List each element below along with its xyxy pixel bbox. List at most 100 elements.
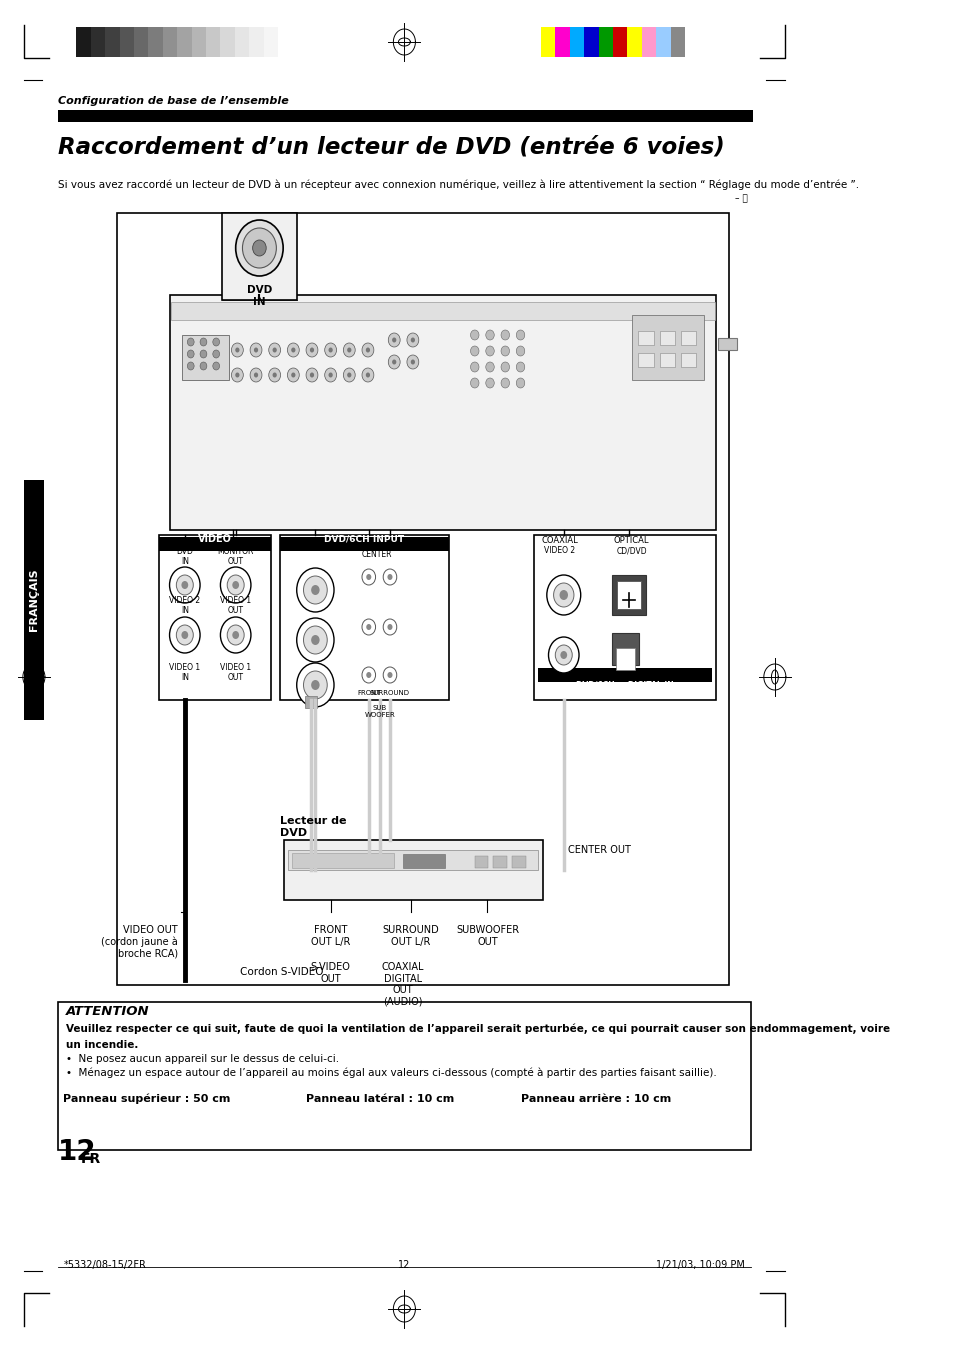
Circle shape (303, 671, 327, 698)
Circle shape (485, 378, 494, 388)
Bar (616, 648, 635, 670)
Circle shape (306, 343, 317, 357)
Circle shape (411, 359, 415, 365)
Circle shape (366, 624, 371, 630)
Text: FRONT: FRONT (356, 690, 380, 696)
Circle shape (187, 338, 194, 346)
Text: Si vous avez raccordé un lecteur de DVD à un récepteur avec connexion numérique,: Si vous avez raccordé un lecteur de DVD … (57, 180, 858, 190)
Bar (612, 27, 627, 57)
Text: ATTENTION: ATTENTION (66, 1005, 150, 1019)
Circle shape (485, 330, 494, 340)
Circle shape (232, 343, 243, 357)
Circle shape (220, 617, 251, 653)
Circle shape (392, 338, 395, 343)
Circle shape (181, 631, 188, 639)
Bar (537, 667, 711, 682)
Text: FRONT
OUT L/R: FRONT OUT L/R (311, 925, 350, 947)
Circle shape (235, 347, 239, 353)
Circle shape (365, 373, 370, 377)
Circle shape (213, 338, 219, 346)
Circle shape (559, 651, 567, 659)
Bar (76, 27, 91, 57)
Circle shape (407, 332, 418, 347)
Bar (119, 27, 133, 57)
Circle shape (232, 631, 239, 639)
Circle shape (361, 569, 375, 585)
Circle shape (296, 617, 334, 662)
Text: CENTER: CENTER (361, 550, 392, 559)
Bar (583, 27, 598, 57)
Circle shape (176, 576, 193, 594)
Circle shape (311, 680, 319, 690)
Bar (627, 27, 641, 57)
Text: Raccordement d’un lecteur de DVD (entrée 6 voies): Raccordement d’un lecteur de DVD (entrée… (57, 135, 723, 158)
Circle shape (555, 644, 572, 665)
Bar (555, 27, 569, 57)
Circle shape (383, 619, 396, 635)
Circle shape (546, 576, 580, 615)
Text: •  Ménagez un espace autour de l’appareil au moins égal aux valeurs ci-dessous (: • Ménagez un espace autour de l’appareil… (66, 1067, 716, 1078)
Circle shape (200, 350, 207, 358)
Circle shape (347, 373, 351, 377)
Circle shape (343, 367, 355, 382)
Circle shape (213, 350, 219, 358)
Circle shape (387, 624, 392, 630)
Circle shape (516, 330, 524, 340)
Circle shape (232, 581, 239, 589)
Bar (206, 27, 220, 57)
Circle shape (485, 346, 494, 357)
Circle shape (343, 343, 355, 357)
Bar (612, 576, 645, 615)
Circle shape (516, 362, 524, 372)
Bar (493, 857, 506, 867)
Bar (638, 331, 653, 345)
Circle shape (500, 346, 509, 357)
Circle shape (253, 240, 266, 255)
Bar (305, 696, 316, 708)
Bar (680, 353, 696, 367)
Text: SUB
WOOFER: SUB WOOFER (364, 705, 395, 717)
Text: SUBWOOFER
OUT: SUBWOOFER OUT (456, 925, 518, 947)
Text: •  Ne posez aucun appareil sur le dessus de celui-ci.: • Ne posez aucun appareil sur le dessus … (66, 1054, 339, 1065)
Text: MONITOR
OUT: MONITOR OUT (217, 547, 253, 566)
Circle shape (366, 574, 371, 580)
Circle shape (324, 367, 336, 382)
Circle shape (548, 638, 578, 673)
Circle shape (310, 347, 314, 353)
Circle shape (253, 373, 258, 377)
Circle shape (303, 626, 327, 654)
Circle shape (470, 346, 478, 357)
Bar (105, 27, 119, 57)
Text: VIDEO 1
OUT: VIDEO 1 OUT (220, 596, 251, 615)
Text: Veuillez respecter ce qui suit, faute de quoi la ventilation de l’appareil serai: Veuillez respecter ce qui suit, faute de… (66, 1024, 889, 1034)
Circle shape (328, 373, 333, 377)
Bar (288, 850, 537, 870)
Circle shape (392, 359, 395, 365)
Circle shape (250, 367, 262, 382)
Bar (670, 27, 684, 57)
Text: 12: 12 (57, 1138, 96, 1166)
Circle shape (176, 626, 193, 644)
Text: VIDEO OUT
(cordon jaune à
broche RCA): VIDEO OUT (cordon jaune à broche RCA) (101, 925, 178, 959)
Bar (540, 27, 555, 57)
Circle shape (273, 373, 276, 377)
Circle shape (407, 355, 418, 369)
Bar (57, 109, 752, 122)
Circle shape (516, 378, 524, 388)
Bar (222, 213, 296, 300)
Circle shape (242, 228, 276, 267)
Bar (177, 27, 192, 57)
Bar (598, 27, 612, 57)
Text: VIDEO 2
IN: VIDEO 2 IN (169, 596, 200, 615)
Bar (612, 634, 639, 665)
Circle shape (296, 567, 334, 612)
Text: OPTICAL: OPTICAL (613, 536, 649, 544)
Bar (656, 27, 670, 57)
Circle shape (500, 378, 509, 388)
Circle shape (470, 362, 478, 372)
Circle shape (291, 373, 295, 377)
Bar (163, 27, 177, 57)
Bar (170, 295, 716, 530)
Text: VIDEO: VIDEO (198, 534, 232, 544)
Bar (680, 331, 696, 345)
